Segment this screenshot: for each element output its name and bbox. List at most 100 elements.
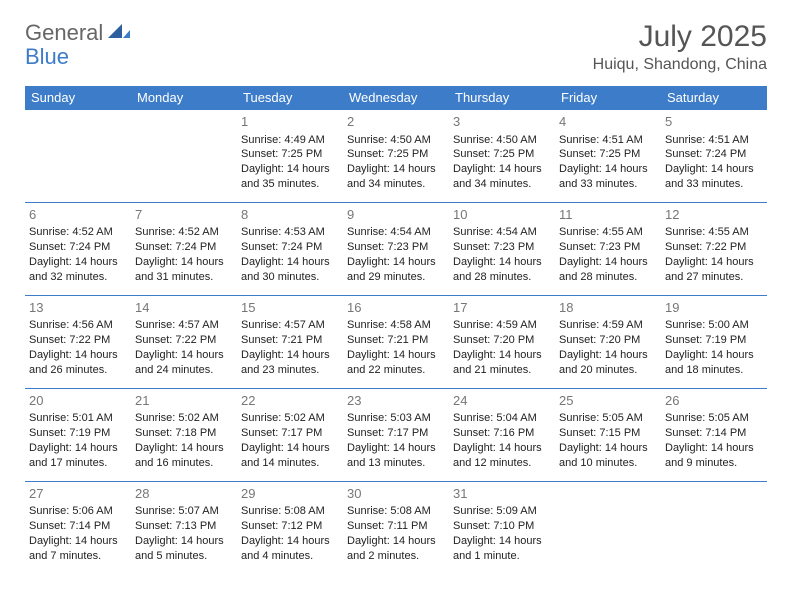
calendar-day: 22Sunrise: 5:02 AMSunset: 7:17 PMDayligh…	[237, 388, 343, 481]
daylight-text: Daylight: 14 hours and 14 minutes.	[241, 441, 339, 471]
daylight-text: Daylight: 14 hours and 22 minutes.	[347, 348, 445, 378]
day-number: 9	[347, 206, 445, 224]
day-number: 18	[559, 299, 657, 317]
day-number: 20	[29, 392, 127, 410]
day-header: Tuesday	[237, 86, 343, 110]
sunrise-text: Sunrise: 4:59 AM	[559, 318, 657, 333]
daylight-text: Daylight: 14 hours and 33 minutes.	[559, 162, 657, 192]
sunrise-text: Sunrise: 4:54 AM	[453, 225, 551, 240]
sunrise-text: Sunrise: 5:06 AM	[29, 504, 127, 519]
daylight-text: Daylight: 14 hours and 2 minutes.	[347, 534, 445, 564]
header: General July 2025 Huiqu, Shandong, China	[25, 20, 767, 74]
daylight-text: Daylight: 14 hours and 9 minutes.	[665, 441, 763, 471]
sunrise-text: Sunrise: 4:56 AM	[29, 318, 127, 333]
day-number: 24	[453, 392, 551, 410]
daylight-text: Daylight: 14 hours and 28 minutes.	[559, 255, 657, 285]
sunrise-text: Sunrise: 4:58 AM	[347, 318, 445, 333]
calendar-day: 15Sunrise: 4:57 AMSunset: 7:21 PMDayligh…	[237, 295, 343, 388]
sunset-text: Sunset: 7:22 PM	[665, 240, 763, 255]
month-title: July 2025	[593, 20, 767, 54]
calendar-day: 31Sunrise: 5:09 AMSunset: 7:10 PMDayligh…	[449, 481, 555, 573]
day-header: Saturday	[661, 86, 767, 110]
calendar-day: 23Sunrise: 5:03 AMSunset: 7:17 PMDayligh…	[343, 388, 449, 481]
sunset-text: Sunset: 7:19 PM	[29, 426, 127, 441]
sunset-text: Sunset: 7:19 PM	[665, 333, 763, 348]
sunset-text: Sunset: 7:22 PM	[29, 333, 127, 348]
sunset-text: Sunset: 7:18 PM	[135, 426, 233, 441]
day-number: 7	[135, 206, 233, 224]
daylight-text: Daylight: 14 hours and 33 minutes.	[665, 162, 763, 192]
daylight-text: Daylight: 14 hours and 34 minutes.	[347, 162, 445, 192]
sunset-text: Sunset: 7:12 PM	[241, 519, 339, 534]
daylight-text: Daylight: 14 hours and 7 minutes.	[29, 534, 127, 564]
day-number: 12	[665, 206, 763, 224]
calendar-day: 11Sunrise: 4:55 AMSunset: 7:23 PMDayligh…	[555, 202, 661, 295]
sunrise-text: Sunrise: 4:50 AM	[453, 133, 551, 148]
sunset-text: Sunset: 7:17 PM	[347, 426, 445, 441]
daylight-text: Daylight: 14 hours and 32 minutes.	[29, 255, 127, 285]
calendar-day: 8Sunrise: 4:53 AMSunset: 7:24 PMDaylight…	[237, 202, 343, 295]
calendar-day: 21Sunrise: 5:02 AMSunset: 7:18 PMDayligh…	[131, 388, 237, 481]
day-number: 29	[241, 485, 339, 503]
sunrise-text: Sunrise: 4:53 AM	[241, 225, 339, 240]
sunrise-text: Sunrise: 5:07 AM	[135, 504, 233, 519]
calendar-day: 18Sunrise: 4:59 AMSunset: 7:20 PMDayligh…	[555, 295, 661, 388]
sunrise-text: Sunrise: 5:05 AM	[559, 411, 657, 426]
day-number: 17	[453, 299, 551, 317]
day-number: 28	[135, 485, 233, 503]
calendar-table: SundayMondayTuesdayWednesdayThursdayFrid…	[25, 86, 767, 574]
calendar-day: 24Sunrise: 5:04 AMSunset: 7:16 PMDayligh…	[449, 388, 555, 481]
calendar-day: 16Sunrise: 4:58 AMSunset: 7:21 PMDayligh…	[343, 295, 449, 388]
day-header: Wednesday	[343, 86, 449, 110]
daylight-text: Daylight: 14 hours and 16 minutes.	[135, 441, 233, 471]
daylight-text: Daylight: 14 hours and 17 minutes.	[29, 441, 127, 471]
day-number: 3	[453, 113, 551, 131]
daylight-text: Daylight: 14 hours and 21 minutes.	[453, 348, 551, 378]
day-number: 19	[665, 299, 763, 317]
sunrise-text: Sunrise: 4:55 AM	[559, 225, 657, 240]
daylight-text: Daylight: 14 hours and 1 minute.	[453, 534, 551, 564]
calendar-day: 29Sunrise: 5:08 AMSunset: 7:12 PMDayligh…	[237, 481, 343, 573]
calendar-day-empty	[661, 481, 767, 573]
calendar-day: 7Sunrise: 4:52 AMSunset: 7:24 PMDaylight…	[131, 202, 237, 295]
calendar-day: 10Sunrise: 4:54 AMSunset: 7:23 PMDayligh…	[449, 202, 555, 295]
sunrise-text: Sunrise: 5:08 AM	[241, 504, 339, 519]
sunrise-text: Sunrise: 4:52 AM	[135, 225, 233, 240]
day-number: 23	[347, 392, 445, 410]
daylight-text: Daylight: 14 hours and 20 minutes.	[559, 348, 657, 378]
sunset-text: Sunset: 7:13 PM	[135, 519, 233, 534]
sunrise-text: Sunrise: 4:55 AM	[665, 225, 763, 240]
calendar-day: 2Sunrise: 4:50 AMSunset: 7:25 PMDaylight…	[343, 110, 449, 203]
sunset-text: Sunset: 7:25 PM	[559, 147, 657, 162]
daylight-text: Daylight: 14 hours and 12 minutes.	[453, 441, 551, 471]
logo-text-general: General	[25, 20, 103, 46]
sunrise-text: Sunrise: 4:50 AM	[347, 133, 445, 148]
sunset-text: Sunset: 7:17 PM	[241, 426, 339, 441]
sunrise-text: Sunrise: 4:51 AM	[559, 133, 657, 148]
day-header: Monday	[131, 86, 237, 110]
sunrise-text: Sunrise: 5:02 AM	[135, 411, 233, 426]
calendar-week: 6 Sunrise: 4:52 AMSunset: 7:24 PM Daylight…	[25, 202, 767, 295]
sunset-text: Sunset: 7:23 PM	[347, 240, 445, 255]
calendar-day: 1Sunrise: 4:49 AMSunset: 7:25 PMDaylight…	[237, 110, 343, 203]
sunrise-text: Sunrise: 5:05 AM	[665, 411, 763, 426]
sunset-text: Sunset: 7:11 PM	[347, 519, 445, 534]
day-number: 21	[135, 392, 233, 410]
daylight-text: Daylight: 14 hours and 5 minutes.	[135, 534, 233, 564]
calendar-day: 13Sunrise: 4:56 AMSunset: 7:22 PMDayligh…	[25, 295, 131, 388]
day-number: 6	[29, 206, 127, 224]
calendar-week: 20Sunrise: 5:01 AMSunset: 7:19 PMDayligh…	[25, 388, 767, 481]
calendar-day: 26Sunrise: 5:05 AMSunset: 7:14 PMDayligh…	[661, 388, 767, 481]
day-number: 27	[29, 485, 127, 503]
day-number: 8	[241, 206, 339, 224]
daylight-text: Daylight: 14 hours and 30 minutes.	[241, 255, 339, 285]
day-header: Sunday	[25, 86, 131, 110]
daylight-text: Daylight: 14 hours and 10 minutes.	[559, 441, 657, 471]
sunset-text: Sunset: 7:10 PM	[453, 519, 551, 534]
day-number: 2	[347, 113, 445, 131]
sunset-text: Sunset: 7:20 PM	[453, 333, 551, 348]
sunset-text: Sunset: 7:24 PM	[135, 240, 233, 255]
day-number: 10	[453, 206, 551, 224]
calendar-day: 17Sunrise: 4:59 AMSunset: 7:20 PMDayligh…	[449, 295, 555, 388]
day-number: 14	[135, 299, 233, 317]
